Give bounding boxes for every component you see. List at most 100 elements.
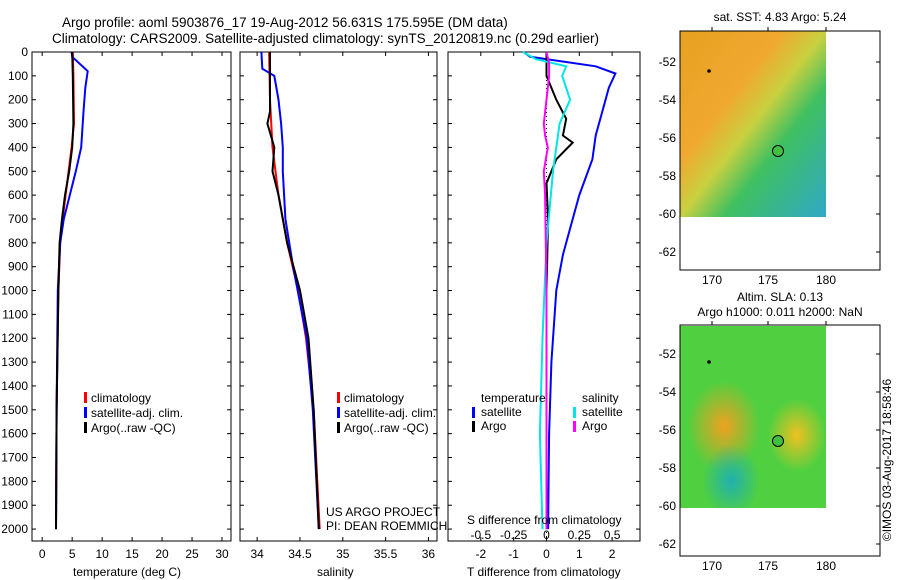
s-tick-label: 0.5 (604, 528, 621, 542)
y-tick-label: 0 (21, 45, 28, 59)
legend-argo: Argo(..raw -QC) (344, 421, 429, 435)
difference-panel: -2 -1 0 1 2 -0.5 -0.25 0 0.25 0.5 (447, 51, 641, 561)
sla-anomaly-high (680, 326, 826, 508)
x-tick-label: 30 (215, 547, 229, 561)
lat-tick-label: -52 (659, 347, 677, 361)
series-line-satellite-adj-clim- (55, 51, 89, 530)
x-tick-label: 2 (609, 547, 616, 561)
legend-s-argo: Argo (582, 419, 608, 433)
lat-tick-label: -54 (659, 385, 677, 399)
plot-frame (31, 51, 232, 542)
sst-field (680, 31, 826, 217)
tdiff-xlabel: T difference from climatology (467, 565, 621, 579)
legend-swatch-satellite (337, 407, 340, 418)
previous-position-marker (707, 69, 711, 73)
y-tick-label: 300 (8, 117, 28, 131)
difference-legend: temperature satellite Argo salinity sate… (472, 391, 623, 433)
y-tick-label: 1200 (1, 331, 28, 345)
s-tick-label: -0.5 (470, 528, 491, 542)
legend-swatch-s-satellite (573, 407, 576, 418)
x-tick-label: 20 (155, 547, 169, 561)
legend-climatology: climatology (91, 391, 151, 405)
temperature-xlabel: temperature (deg C) (73, 565, 181, 579)
x-tick-label: -1 (508, 547, 519, 561)
x-tick-label: 0 (543, 547, 550, 561)
lat-tick-label: -54 (659, 93, 677, 107)
plot-frame (239, 51, 438, 542)
temperature-panel: 0100200300400500600700800900100011001200… (1, 45, 232, 561)
y-tick-label: 1000 (1, 284, 28, 298)
y-tick-label: 1600 (1, 427, 28, 441)
legend-s-satellite: satellite (582, 405, 623, 419)
lat-tick-label: -60 (659, 207, 677, 221)
y-tick-label: 1400 (1, 379, 28, 393)
series-line-salinity-argo (542, 51, 551, 530)
legend-argo: Argo(..raw -QC) (91, 421, 176, 435)
legend-swatch-t-argo (472, 421, 475, 432)
lon-tick-label: 175 (758, 559, 778, 573)
legend-climatology: climatology (344, 391, 404, 405)
x-tick-label: 15 (125, 547, 139, 561)
series-line-salinity-satellite (522, 51, 572, 530)
legend-swatch-s-argo (573, 421, 576, 432)
previous-position-marker (707, 360, 711, 364)
lon-tick-label: 175 (758, 273, 778, 287)
y-tick-label: 200 (8, 93, 28, 107)
sla-map-frame (679, 324, 881, 557)
salinity-xlabel: salinity (317, 565, 354, 579)
salinity-legend: climatology satellite-adj. clim. Argo(..… (337, 391, 436, 435)
pi-label: PI: DEAN ROEMMICH (326, 519, 447, 533)
sst-map-frame (679, 30, 881, 271)
x-tick-label: 0 (39, 547, 46, 561)
lat-tick-label: -58 (659, 169, 677, 183)
legend-swatch-satellite (84, 407, 87, 418)
series-line-temperature-satellite (522, 51, 617, 530)
x-tick-label: 36 (422, 547, 436, 561)
y-tick-label: 1500 (1, 403, 28, 417)
y-tick-label: 1900 (1, 498, 28, 512)
legend-swatch-climatology (84, 392, 87, 403)
sla-map: Altim. SLA: 0.13 Argo h1000: 0.011 h2000… (659, 290, 881, 573)
y-tick-label: 1300 (1, 355, 28, 369)
y-tick-label: 900 (8, 260, 28, 274)
temperature-legend: climatology satellite-adj. clim. Argo(..… (84, 391, 183, 435)
lat-tick-label: -60 (659, 499, 677, 513)
lat-tick-label: -56 (659, 423, 677, 437)
lon-tick-label: 170 (702, 559, 722, 573)
sst-map: sat. SST: 4.83 Argo: 5.24 -52 -54 -56 -58 -6… (659, 10, 881, 287)
s-tick-label: -0.25 (500, 528, 528, 542)
y-tick-label: 100 (8, 69, 28, 83)
legend-temperature-heading: temperature (481, 391, 546, 405)
legend-satellite: satellite-adj. clim. (344, 406, 436, 420)
legend-salinity-heading: salinity (582, 391, 619, 405)
argo-position-marker (772, 145, 784, 157)
y-tick-label: 600 (8, 188, 28, 202)
lon-tick-label: 170 (702, 273, 722, 287)
sla-map-title2: Argo h1000: 0.011 h2000: NaN (697, 305, 862, 319)
s-tick-label: 0 (543, 528, 550, 542)
x-tick-label: -2 (475, 547, 486, 561)
x-tick-label: 5 (69, 547, 76, 561)
legend-satellite: satellite-adj. clim. (91, 406, 183, 420)
y-tick-label: 800 (8, 236, 28, 250)
y-tick-label: 1700 (1, 451, 28, 465)
series-line-argo-raw-qc- (266, 52, 320, 530)
y-tick-label: 700 (8, 212, 28, 226)
s-tick-label: 0.25 (568, 528, 592, 542)
y-tick-label: 2000 (1, 522, 28, 536)
x-tick-label: 35.5 (374, 547, 398, 561)
sst-map-title: sat. SST: 4.83 Argo: 5.24 (714, 10, 847, 24)
lat-tick-label: -52 (659, 55, 677, 69)
sla-map-title1: Altim. SLA: 0.13 (737, 290, 823, 304)
legend-swatch-argo (337, 422, 340, 433)
series-line-argo-raw-qc- (55, 51, 75, 530)
legend-t-satellite: satellite (481, 405, 522, 419)
x-tick-label: 34 (250, 547, 264, 561)
lat-tick-label: -56 (659, 131, 677, 145)
legend-swatch-climatology (337, 392, 340, 403)
legend-swatch-t-satellite (472, 407, 475, 418)
salinity-panel: 34 34.5 35 35.5 36 (239, 51, 438, 561)
legend-t-argo: Argo (481, 419, 507, 433)
series-line-climatology (268, 51, 321, 530)
